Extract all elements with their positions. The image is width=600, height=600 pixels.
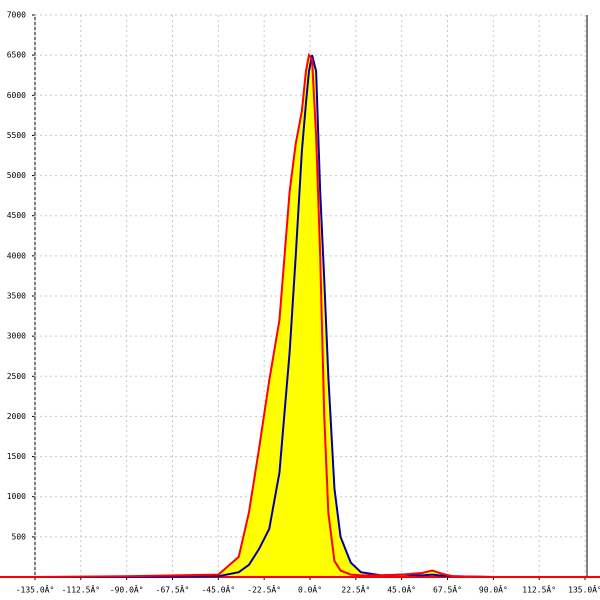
x-tick-label: 90.0Â° [479,584,508,595]
x-tick-label: -112.5Â° [62,584,101,595]
x-tick-label: -67.5Â° [156,584,190,595]
y-tick-label: 500 [12,532,27,541]
y-tick-label: 1000 [7,492,26,501]
y-tick-label: 2000 [7,412,26,421]
y-tick-label: 4500 [7,211,26,220]
y-tick-label: 3500 [7,292,26,301]
y-tick-label: 5000 [7,171,26,180]
line [35,54,585,578]
y-tick-label: 6500 [7,51,26,60]
x-tick-label: -22.5Â° [247,584,281,595]
x-tick-label: 135.0Â° [568,584,600,595]
x-tick-label: -45.0Â° [201,584,235,595]
y-tick-label: 6000 [7,91,26,100]
y-tick-label: 2500 [7,372,26,381]
x-tick-label: -90.0Â° [110,584,144,595]
y-tick-label: 1500 [7,452,26,461]
y-tick-label: 4000 [7,251,26,260]
y-tick-label: 3000 [7,332,26,341]
area [35,55,585,577]
line [34,52,585,578]
x-tick-label: 22.5Â° [341,584,370,595]
x-tick-label: 0.0Â° [298,584,322,595]
x-tick-label: 67.5Â° [433,584,462,595]
y-tick-label: 7000 [7,11,26,20]
x-tick-label: -135.0Â° [16,584,55,595]
x-tick-label: 45.0Â° [387,584,416,595]
x-tick-label: 112.5Â° [522,584,556,595]
y-tick-label: 5500 [7,131,26,140]
